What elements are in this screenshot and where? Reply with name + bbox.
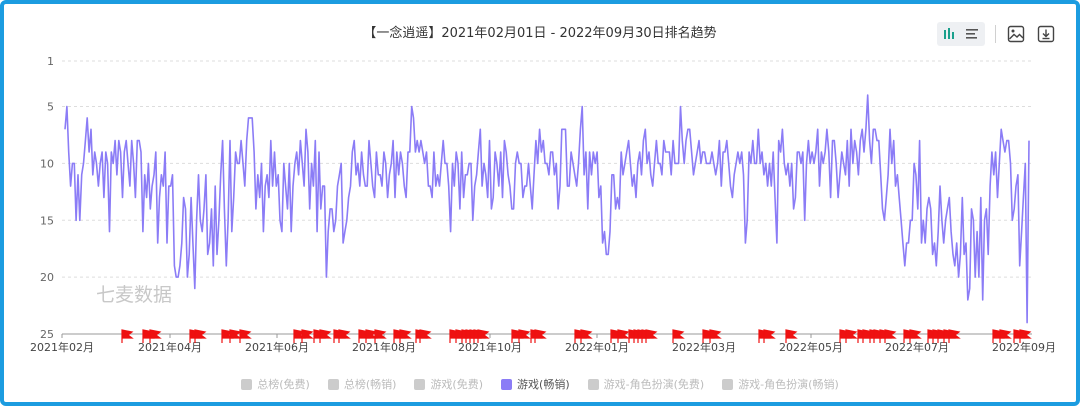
legend-label: 游戏-角色扮演(免费) [603,378,705,391]
watermark: 七麦数据 [96,284,172,306]
x-tick-label: 2021年10月 [458,340,522,354]
event-flag-marker[interactable] [845,329,858,343]
legend-item[interactable]: 总榜(免费) [241,376,310,392]
event-flag-marker[interactable] [338,329,351,343]
legend-item[interactable]: 游戏-角色扮演(免费) [587,376,705,392]
y-tick-label: 5 [47,101,54,114]
legend-item[interactable]: 游戏(免费) [414,376,483,392]
image-icon[interactable] [1006,24,1026,44]
x-tick-label: 2021年04月 [138,340,202,354]
event-flag-marker[interactable] [672,329,685,343]
event-flag-marker[interactable] [709,329,722,343]
x-tick-label: 2021年02月 [30,340,94,354]
y-tick-label: 10 [40,157,54,170]
legend-swatch [241,378,253,390]
event-flag-marker[interactable] [534,329,547,343]
event-flag-marker[interactable] [319,329,332,343]
legend-label: 游戏(免费) [430,378,484,391]
y-tick-label: 20 [40,271,54,284]
toolbar-divider [995,25,996,43]
x-tick-label: 2022年09月 [992,340,1056,354]
event-flag-marker[interactable] [999,329,1012,343]
legend-item[interactable]: 总榜(畅销) [327,376,397,392]
event-flag-marker[interactable] [884,329,897,343]
event-flag-marker[interactable] [121,329,134,343]
x-tick-label: 2022年05月 [779,340,843,354]
event-flag-marker[interactable] [149,329,162,343]
download-icon[interactable] [1036,24,1056,44]
chart-legend: 总榜(免费) 总榜(畅销) 游戏(免费) 游戏(畅销) 游戏-角色扮演(免费) 游戏-角色… [4,376,1076,392]
event-flag-marker[interactable] [948,329,961,343]
event-flag-marker[interactable] [477,329,490,343]
legend-label: 总榜(畅销) [343,378,397,391]
chart-toolbar [937,22,1056,46]
list-icon[interactable] [963,25,981,43]
event-flag-marker[interactable] [645,329,658,343]
legend-item[interactable]: 游戏-角色扮演(畅销) [722,376,839,392]
event-flag-marker[interactable] [301,329,314,343]
x-tick-label: 2022年03月 [672,340,736,354]
y-tick-label: 25 [40,328,54,341]
event-flag-marker[interactable] [419,329,432,343]
y-tick-label: 15 [40,214,54,227]
event-flag-marker[interactable] [399,329,412,343]
event-flag-marker[interactable] [785,329,798,343]
chart-type-toggle [937,22,985,46]
legend-label: 总榜(免费) [257,378,310,391]
event-flag-marker[interactable] [1019,329,1032,343]
event-flag-marker[interactable] [909,329,922,343]
legend-swatch [722,378,734,390]
series-line-游戏(畅销) [64,94,1030,324]
x-tick-label: 2022年01月 [565,340,629,354]
x-tick-label: 2022年07月 [885,340,949,354]
legend-swatch [414,378,426,390]
x-tick-label: 2021年06月 [245,340,309,354]
bar-chart-icon[interactable] [941,25,959,43]
legend-swatch [587,378,599,390]
event-flag-marker[interactable] [194,329,207,343]
legend-label: 游戏-角色扮演(畅销) [738,378,839,391]
event-flag-marker[interactable] [518,329,531,343]
event-flag-marker[interactable] [580,329,593,343]
legend-swatch [327,378,339,390]
event-flag-marker[interactable] [239,329,252,343]
event-flag-marker[interactable] [617,329,630,343]
x-tick-label: 2021年08月 [352,340,416,354]
y-tick-label: 1 [47,55,54,68]
legend-item[interactable]: 游戏(畅销) [501,376,570,392]
event-flag-marker[interactable] [763,329,776,343]
event-flag-marker[interactable] [374,329,387,343]
event-flag-marker[interactable] [229,329,242,343]
legend-swatch [501,378,513,390]
chart-title: 【一念逍遥】2021年02月01日 - 2022年09月30日排名趋势 [363,26,717,41]
event-flag-marker[interactable] [365,329,378,343]
legend-label: 游戏(畅销) [517,378,570,391]
